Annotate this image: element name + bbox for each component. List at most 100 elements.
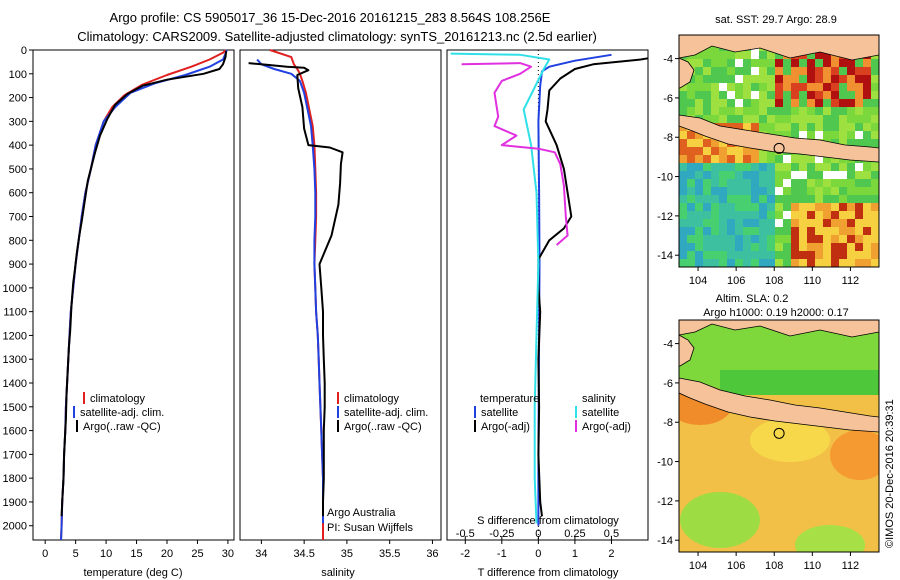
sst-cell	[687, 243, 695, 251]
salinity-axes-frame	[239, 49, 442, 541]
sst-cell	[855, 59, 863, 67]
xtick-label: 35	[341, 548, 353, 560]
sst-cell	[695, 171, 703, 179]
sst-cell	[775, 59, 783, 67]
ytick-label: 300	[9, 116, 27, 128]
sst-cell	[839, 243, 847, 251]
sst-cell	[871, 243, 879, 251]
sst-cell	[679, 155, 687, 163]
legend-salinity-header: salinity	[582, 393, 616, 405]
sst-cell	[767, 195, 775, 203]
difference-panel: -2 -1 0 1 2 -0.5 -0.25 0 0.25 0.5 S difference f…	[446, 49, 649, 579]
stick-label: 0.25	[564, 528, 585, 540]
sst-cell	[727, 179, 735, 187]
sst-cell	[871, 67, 879, 75]
sst-cell	[703, 259, 711, 267]
sst-cell	[735, 115, 743, 123]
sst-cell	[679, 83, 687, 91]
sst-cell	[767, 75, 775, 83]
sst-cell	[783, 163, 791, 171]
sst-cell	[783, 171, 791, 179]
sst-map-panel: sat. SST: 29.7 Argo: 28.9 104 106 108 110 11…	[657, 14, 880, 287]
sst-cell	[863, 179, 871, 187]
sst-cell	[831, 195, 839, 203]
sst-cell	[871, 139, 879, 147]
sst-cell	[791, 115, 799, 123]
sst-cell	[695, 83, 703, 91]
sst-cell	[863, 251, 871, 259]
sst-cell	[695, 195, 703, 203]
sst-cell	[871, 211, 879, 219]
sst-cell	[695, 187, 703, 195]
sst-cell	[711, 83, 719, 91]
sst-cell	[847, 139, 855, 147]
legend-satellite: satellite-adj. clim.	[80, 407, 164, 419]
sst-cell	[871, 251, 879, 259]
sst-cell	[727, 99, 735, 107]
sst-cell	[743, 75, 751, 83]
sst-cell	[839, 187, 847, 195]
sst-cell	[695, 107, 703, 115]
sst-cell	[799, 155, 807, 163]
sst-cell	[695, 203, 703, 211]
sst-cell	[687, 99, 695, 107]
ytick-label: 2000	[3, 521, 27, 533]
sst-cell	[815, 243, 823, 251]
series-satellite-adj-clim	[256, 58, 324, 524]
sst-cell	[719, 251, 727, 259]
sst-cell	[783, 187, 791, 195]
sst-cell	[735, 187, 743, 195]
sst-cell	[703, 59, 711, 67]
sst-cell	[871, 179, 879, 187]
sst-cell	[679, 139, 687, 147]
map-xtick-label: 106	[727, 275, 745, 287]
sst-cell	[687, 147, 695, 155]
sst-cell	[847, 195, 855, 203]
sst-cell	[799, 91, 807, 99]
sst-cell	[847, 123, 855, 131]
sst-cell	[751, 91, 759, 99]
sst-cell	[831, 171, 839, 179]
sst-cell	[815, 107, 823, 115]
sst-cell	[847, 203, 855, 211]
sst-cell	[839, 83, 847, 91]
sst-cell	[863, 219, 871, 227]
difference-series	[450, 52, 649, 526]
sst-cell	[839, 211, 847, 219]
sst-cell	[751, 243, 759, 251]
sst-cell	[831, 179, 839, 187]
sst-cell	[719, 51, 727, 59]
ytick-label: 200	[9, 93, 27, 105]
sst-cell	[775, 195, 783, 203]
series-argo-raw-qc	[248, 62, 344, 517]
sst-cell	[855, 171, 863, 179]
ytick-label: 500	[9, 164, 27, 176]
sst-cell	[831, 155, 839, 163]
series-temperature-satellite	[537, 53, 612, 526]
sst-cell	[839, 235, 847, 243]
sst-cell	[831, 211, 839, 219]
sst-cell	[791, 187, 799, 195]
sst-cell	[815, 83, 823, 91]
sst-cell	[815, 163, 823, 171]
sst-cell	[719, 179, 727, 187]
xtick-label: 30	[222, 548, 234, 560]
s-difference-xlabel: S difference from climatology	[477, 515, 619, 527]
xtick-label: 0	[42, 548, 48, 560]
sst-cell	[799, 107, 807, 115]
sst-cell	[687, 83, 695, 91]
sst-cell	[767, 83, 775, 91]
sst-cell	[727, 195, 735, 203]
sst-cell	[839, 59, 847, 67]
sst-cell	[791, 59, 799, 67]
sst-cell	[743, 67, 751, 75]
sst-cell	[679, 179, 687, 187]
sst-cell	[815, 123, 823, 131]
sst-cell	[695, 155, 703, 163]
sst-cell	[751, 99, 759, 107]
sst-cell	[687, 179, 695, 187]
sst-cell	[815, 219, 823, 227]
sst-cell	[767, 155, 775, 163]
sst-cell	[791, 227, 799, 235]
sst-cell	[711, 211, 719, 219]
